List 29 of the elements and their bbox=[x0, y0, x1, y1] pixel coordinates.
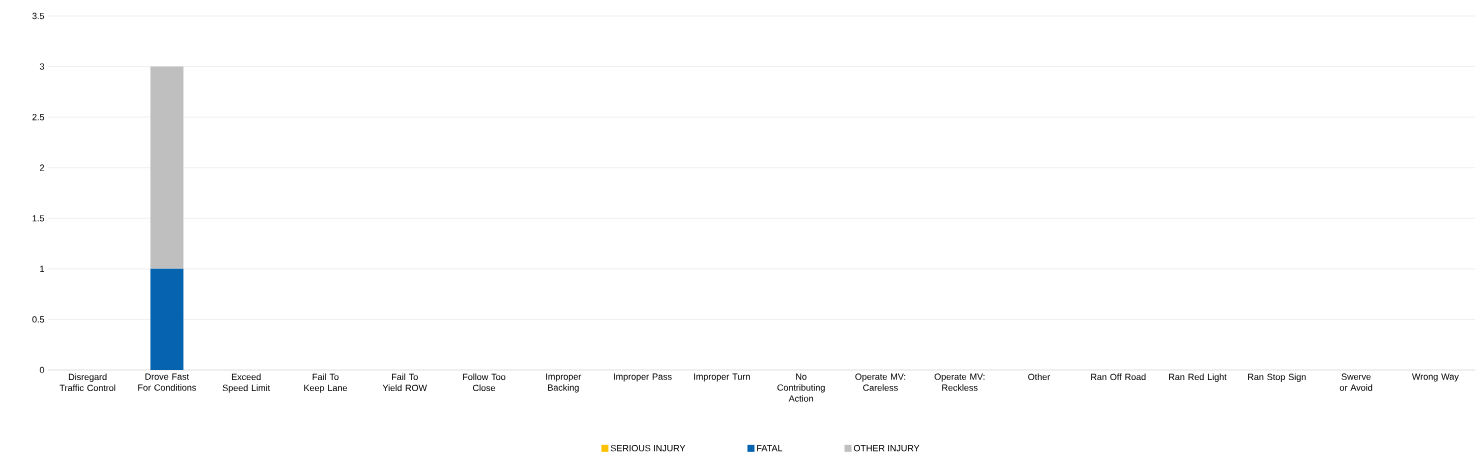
legend-label: FATAL bbox=[757, 445, 783, 452]
x-tick-label: Disregard Traffic Control bbox=[59, 373, 116, 392]
x-tick-label: Wrong Way bbox=[1412, 373, 1459, 382]
x-tick-label: No Contributing Action bbox=[777, 373, 825, 402]
x-tick-label: Operate MV: Careless bbox=[855, 373, 906, 391]
x-tick-label: Improper Pass bbox=[614, 373, 672, 382]
x-tick-label: Other bbox=[1028, 373, 1051, 381]
legend-label: OTHER INJURY bbox=[853, 444, 920, 452]
x-tick-label: Ran Stop Sign bbox=[1248, 373, 1306, 382]
x-tick-label: Fail To Yield ROW bbox=[382, 373, 427, 392]
y-tick-label: 0 bbox=[39, 366, 45, 374]
y-tick-label: 0.5 bbox=[32, 316, 45, 323]
x-tick-label: Ran Red Light bbox=[1169, 373, 1227, 382]
y-tick-label: 1 bbox=[40, 265, 45, 272]
x-tick-label: Drove Fast For Conditions bbox=[138, 373, 196, 391]
y-tick-label: 3.5 bbox=[32, 12, 45, 20]
x-tick-label: Fail To Keep Lane bbox=[304, 373, 348, 393]
x-tick-label: Ran Off Road bbox=[1091, 373, 1146, 381]
x-tick-label: Exceed Speed Limit bbox=[222, 373, 271, 393]
y-tick-label: 2.5 bbox=[32, 113, 45, 121]
x-tick-label: Improper Backing bbox=[546, 373, 582, 393]
y-tick-label: 3 bbox=[39, 63, 45, 70]
legend-label: SERIOUS INJURY bbox=[610, 444, 686, 452]
x-tick-label: Operate MV: Reckless bbox=[934, 373, 985, 391]
x-tick-label: Swerve or Avoid bbox=[1339, 373, 1373, 391]
x-tick-label: Follow Too Close bbox=[463, 373, 506, 392]
x-tick-label: Improper Turn bbox=[694, 373, 750, 382]
y-tick-label: 1.5 bbox=[32, 215, 45, 222]
y-tick-label: 2 bbox=[39, 164, 45, 171]
